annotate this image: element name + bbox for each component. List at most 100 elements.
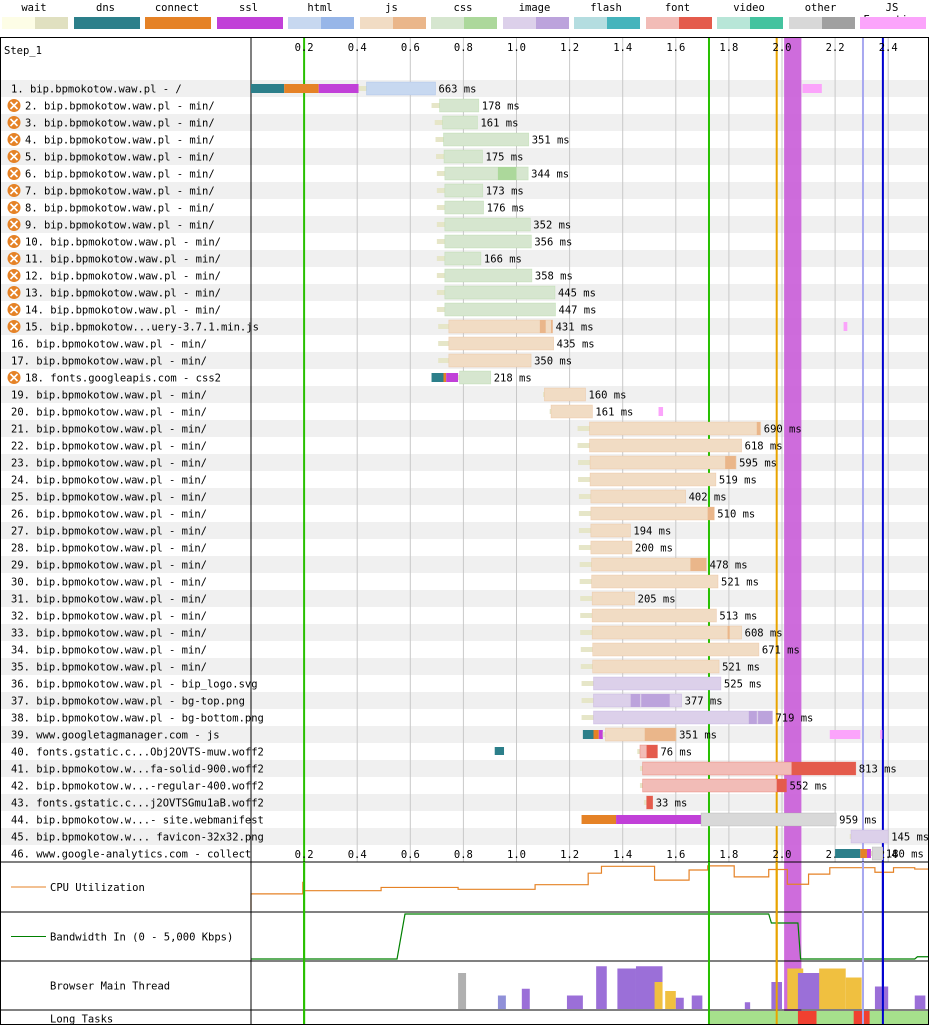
wait-segment: [436, 222, 445, 227]
download-bar: [590, 540, 633, 555]
main-thread-block: [521, 988, 530, 1009]
duration-label: 595 ms: [739, 458, 777, 470]
request-label-2: 2. bip.bpmokotow.waw.pl - min/: [25, 101, 215, 113]
download-bar: [591, 574, 719, 589]
duration-label: 180 ms: [886, 849, 924, 861]
legend-swatch: [574, 17, 640, 29]
wait-segment: [579, 562, 592, 567]
row-stripe: [1, 522, 928, 539]
request-label-36: 36. bip.bpmokotow.waw.pl - bip_logo.svg: [11, 679, 258, 691]
row-stripe: [1, 488, 928, 505]
legend-item-js: js: [358, 0, 426, 36]
duration-label: 608 ms: [745, 628, 783, 640]
download-chunk: [748, 711, 757, 724]
main-thread-block: [458, 973, 467, 1009]
cpu-line: [250, 865, 929, 910]
duration-label: 33 ms: [656, 798, 688, 810]
download-chunk: [707, 507, 715, 520]
wait-segment: [580, 664, 593, 669]
warning-icon-cross: [9, 203, 19, 212]
download-chunk: [497, 167, 517, 180]
wait-segment: [581, 715, 594, 720]
duration-label: 431 ms: [556, 322, 594, 334]
duration-label: 402 ms: [689, 492, 727, 504]
wait-segment: [581, 681, 594, 686]
warning-icon-cross: [9, 101, 19, 110]
duration-label: 663 ms: [439, 84, 477, 96]
duration-label: 205 ms: [638, 594, 676, 606]
download-bar: [591, 591, 635, 606]
tick-label-bottom: 2.0: [773, 849, 792, 861]
wait-segment: [639, 783, 643, 788]
tick-label-top: 1.0: [507, 42, 526, 54]
download-bar: [444, 302, 556, 317]
download-bar: [439, 98, 480, 113]
tick-label-bottom: 1.4: [613, 849, 632, 861]
download-chunk: [646, 796, 653, 809]
duration-label: 813 ms: [859, 764, 897, 776]
request-label-19: 19. bip.bpmokotow.waw.pl - min/: [11, 390, 207, 402]
wait-segment: [580, 647, 593, 652]
duration-label: 525 ms: [724, 679, 762, 691]
connect-segment: [581, 815, 617, 824]
request-label-32: 32. bip.bpmokotow.waw.pl - min/: [11, 611, 207, 623]
download-bar: [442, 115, 478, 130]
tick-label-bottom: 0.2: [295, 849, 314, 861]
legend-label: ssl: [239, 2, 258, 14]
download-bar: [700, 812, 837, 827]
legend-item-js-execution: JS Execution: [858, 0, 926, 36]
warning-icon-cross: [9, 237, 19, 246]
connect-segment: [443, 373, 447, 382]
ssl-segment: [866, 849, 871, 858]
wait-segment: [580, 630, 593, 635]
row-stripe: [1, 692, 928, 709]
warning-icon-cross: [9, 169, 19, 178]
legend-swatch: [2, 17, 68, 29]
warning-icon-cross: [9, 271, 19, 280]
duration-label: 161 ms: [595, 407, 633, 419]
tick-label-top: 1.2: [560, 42, 579, 54]
duration-label: 356 ms: [534, 237, 572, 249]
dns-segment: [835, 849, 861, 858]
wait-segment: [436, 239, 445, 244]
legend-item-dns: dns: [72, 0, 140, 36]
legend-item-connect: connect: [143, 0, 211, 36]
download-bar: [591, 557, 707, 572]
download-bar: [871, 846, 884, 861]
row-stripe: [1, 828, 928, 845]
download-bar: [448, 336, 554, 351]
marker-load-event: [784, 38, 802, 1024]
download-chunk: [776, 779, 787, 792]
request-label-31: 31. bip.bpmokotow.waw.pl - min/: [11, 594, 207, 606]
main-thread-block: [654, 982, 663, 1009]
warning-icon-cross: [9, 322, 19, 331]
download-bar: [590, 506, 715, 521]
legend-item-html: html: [286, 0, 354, 36]
download-bar: [590, 523, 631, 538]
duration-label: 552 ms: [790, 781, 828, 793]
long-task: [797, 1011, 817, 1026]
download-chunk: [646, 745, 658, 758]
download-bar: [550, 404, 593, 419]
request-label-23: 23. bip.bpmokotow.waw.pl - min/: [11, 458, 207, 470]
wait-segment: [578, 477, 591, 482]
duration-label: 160 ms: [589, 390, 627, 402]
row-stripe: [1, 80, 928, 97]
download-bar: [444, 217, 531, 232]
request-label-7: 7. bip.bpmokotow.waw.pl - min/: [25, 186, 215, 198]
row-stripe: [1, 590, 928, 607]
long-task: [853, 1011, 870, 1026]
download-bar: [448, 319, 553, 334]
row-stripe: [1, 794, 928, 811]
download-bar: [444, 234, 532, 249]
duration-label: 513 ms: [719, 611, 757, 623]
tick-label-top: 2.0: [773, 42, 792, 54]
main-thread-activity: [458, 966, 926, 1009]
duration-label: 435 ms: [557, 339, 595, 351]
duration-label: 194 ms: [633, 526, 671, 538]
main-thread-block: [874, 986, 889, 1009]
wait-segment: [436, 290, 445, 295]
wait-segment: [436, 256, 445, 261]
wait-segment: [849, 834, 852, 839]
tick-label-bottom: 1.2: [560, 849, 579, 861]
